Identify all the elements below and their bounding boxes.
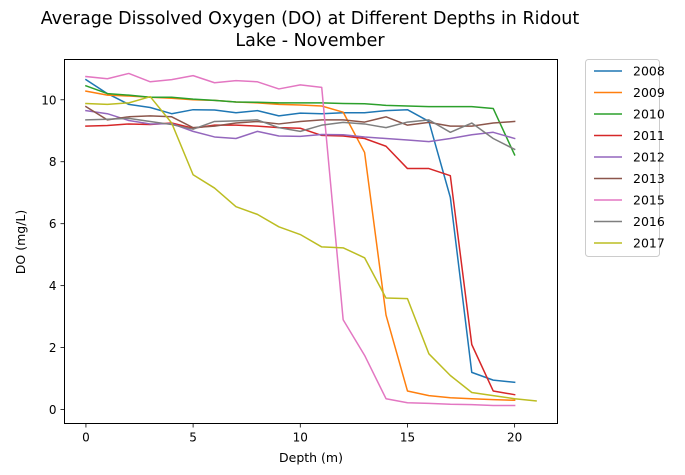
- series-line-2008: [84, 78, 516, 384]
- x-tick-label: 15: [400, 431, 415, 445]
- x-tick-label: 5: [189, 431, 197, 445]
- legend-label-2011: 2011: [633, 128, 665, 143]
- legend: 2008 2009 2010 2011 2012 2013 2015 2016 2017: [585, 59, 665, 257]
- ticks-layer: 0 5 10 15 20 0 2 4 6 8 10: [41, 93, 522, 444]
- y-tick-label: 6: [49, 217, 57, 231]
- y-tick-label: 10: [41, 93, 56, 107]
- series-line-2016: [85, 117, 516, 151]
- y-tick-label: 0: [49, 403, 57, 417]
- legend-label-2009: 2009: [633, 85, 665, 100]
- x-tick-label: 10: [293, 431, 308, 445]
- series-line-2017: [85, 95, 537, 402]
- series-line-2015: [85, 72, 516, 407]
- legend-label-2013: 2013: [633, 171, 665, 186]
- legend-label-2012: 2012: [633, 150, 665, 165]
- legend-label-2017: 2017: [633, 236, 665, 251]
- series-line-2013: [84, 105, 516, 129]
- legend-frame: [585, 59, 660, 257]
- chart-title-line2: Lake - November: [235, 31, 385, 51]
- x-axis-label: Depth (m): [279, 450, 343, 465]
- series-layer: [84, 72, 537, 407]
- series-line-2010: [84, 84, 516, 156]
- plot-frame: [64, 59, 558, 424]
- y-axis-label: DO (mg/L): [13, 210, 28, 274]
- series-line-2012: [85, 109, 516, 143]
- x-tick-label: 20: [507, 431, 522, 445]
- legend-label-2010: 2010: [633, 107, 665, 122]
- chart-title-line1: Average Dissolved Oxygen (DO) at Differe…: [41, 9, 580, 29]
- x-tick-label: 0: [82, 431, 90, 445]
- legend-label-2008: 2008: [633, 64, 665, 79]
- legend-label-2016: 2016: [633, 214, 665, 229]
- legend-label-2015: 2015: [633, 193, 665, 208]
- series-line-2009: [85, 90, 516, 402]
- y-tick-label: 4: [49, 279, 57, 293]
- y-tick-label: 8: [49, 155, 57, 169]
- y-tick-label: 2: [49, 341, 57, 355]
- series-line-2011: [85, 122, 516, 396]
